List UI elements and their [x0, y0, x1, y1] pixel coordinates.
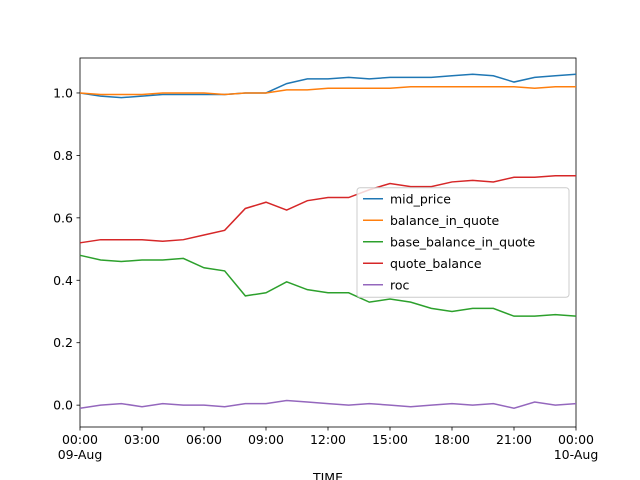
line — [79, 254, 577, 317]
line — [79, 73, 577, 99]
x-tick-label: 03:00 — [124, 432, 160, 447]
line — [79, 399, 577, 410]
legend-box — [356, 187, 570, 298]
legend-label: mid_price — [390, 191, 451, 206]
line — [79, 85, 576, 96]
line — [79, 174, 576, 244]
legend-label: balance_in_quote — [390, 213, 500, 228]
x-tick-label: 00:00 09-Aug — [58, 432, 103, 462]
x-tick-label: 00:00 10-Aug — [554, 432, 599, 462]
x-tick-label: 21:00 — [496, 432, 532, 447]
x-tick-label: 09:00 — [248, 432, 284, 447]
legend-label: roc — [390, 277, 410, 292]
x-tick-label: 15:00 — [372, 432, 408, 447]
y-tick-label: 1.0 — [53, 85, 73, 100]
y-tick-label: 0.2 — [53, 335, 73, 350]
x-tick-label: 18:00 — [434, 432, 470, 447]
x-axis-label: TIME — [312, 470, 343, 480]
y-tick-label: 0.8 — [53, 148, 73, 163]
legend-label: quote_balance — [390, 256, 482, 271]
y-tick-label: 0.0 — [53, 398, 73, 413]
legend-label: base_balance_in_quote — [390, 234, 536, 249]
y-tick-label: 0.6 — [53, 210, 73, 225]
y-tick-label: 0.4 — [53, 273, 73, 288]
x-tick-label: 12:00 — [310, 432, 346, 447]
x-tick-label: 06:00 — [186, 432, 222, 447]
